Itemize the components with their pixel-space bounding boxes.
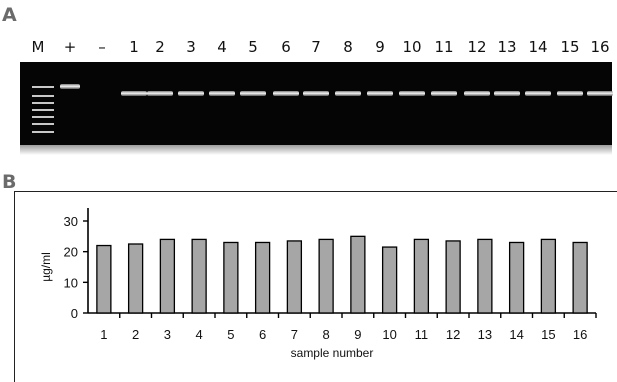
gel-band — [494, 91, 520, 96]
lane-label: 13 — [497, 38, 517, 56]
gel-band — [525, 91, 551, 96]
ladder-band — [32, 86, 54, 88]
gel-image — [20, 62, 613, 145]
x-tick-label: 7 — [291, 327, 298, 342]
x-tick-label: 10 — [382, 327, 396, 342]
bar — [318, 238, 334, 314]
gel-band — [367, 91, 393, 96]
lane-label: 6 — [281, 38, 291, 56]
bar — [159, 238, 176, 314]
lane-label: 16 — [590, 38, 610, 56]
x-tick-label: 9 — [354, 327, 361, 342]
bar — [350, 235, 366, 314]
gel-band — [60, 84, 80, 89]
bar — [540, 238, 557, 314]
x-tick-label: 13 — [478, 327, 492, 342]
y-tick-label: 10 — [64, 275, 78, 290]
x-tick-label: 16 — [573, 327, 587, 342]
bar — [191, 238, 207, 314]
gel-band — [240, 91, 266, 96]
bar — [223, 241, 239, 314]
x-tick-label: 6 — [259, 327, 266, 342]
gel-lane-header: M + –1 2 3 4 5 6 7 8 9 10 11 12 13 14 15 16 — [20, 32, 612, 62]
gel-band — [557, 91, 583, 96]
ladder-band — [32, 131, 54, 133]
lane-label: 3 — [186, 38, 196, 56]
lane-label: 11 — [434, 38, 454, 56]
bar — [127, 243, 144, 314]
gel-band — [273, 91, 299, 96]
lane-label: 12 — [467, 38, 487, 56]
gel-band — [335, 91, 361, 96]
gel-band — [399, 91, 425, 96]
ladder-band — [32, 116, 54, 118]
bar — [477, 238, 493, 314]
y-axis-title: µg/ml — [39, 252, 53, 282]
x-tick-label: 5 — [227, 327, 234, 342]
x-tick-label: 15 — [541, 327, 555, 342]
bar — [508, 241, 525, 314]
x-tick-label: 8 — [323, 327, 330, 342]
lane-label: 5 — [248, 38, 258, 56]
bar — [96, 244, 112, 314]
gel-band — [464, 91, 490, 96]
lane-label: M — [31, 38, 45, 56]
bar — [572, 241, 588, 314]
gel-shadow — [20, 145, 612, 155]
x-tick-label: 4 — [196, 327, 203, 342]
x-tick-label: 11 — [415, 327, 429, 342]
x-tick-label: 3 — [164, 327, 171, 342]
lane-label: + — [63, 38, 77, 56]
x-tick-label: 14 — [509, 327, 523, 342]
gel-band — [147, 91, 173, 96]
ladder-band — [32, 95, 54, 97]
bar — [381, 246, 398, 314]
panel-b-letter: B — [2, 171, 17, 193]
lane-label: 8 — [343, 38, 353, 56]
x-tick-label: 2 — [132, 327, 139, 342]
ladder-band — [32, 123, 54, 125]
lane-label: 1 — [129, 38, 139, 56]
ladder-band — [32, 102, 54, 104]
lane-label: – — [98, 38, 106, 56]
x-tick-label: 1 — [100, 327, 107, 342]
lane-label: 14 — [528, 38, 548, 56]
lane-label: 7 — [311, 38, 321, 56]
gel-band — [209, 91, 235, 96]
y-tick-label: 20 — [64, 245, 78, 260]
gel-band — [121, 91, 147, 96]
gel-band — [587, 91, 613, 96]
gel-band — [178, 91, 204, 96]
y-tick-label: 30 — [64, 214, 78, 229]
bar — [445, 240, 461, 314]
chart-frame — [14, 191, 617, 382]
x-tick-label: 12 — [446, 327, 460, 342]
bar — [413, 238, 430, 314]
lane-label: 4 — [217, 38, 227, 56]
gel-band — [431, 91, 457, 96]
gel-band — [303, 91, 329, 96]
x-axis-title: sample number — [291, 346, 374, 360]
lane-label: 15 — [560, 38, 580, 56]
lane-label: 10 — [402, 38, 422, 56]
ladder-band — [32, 109, 54, 111]
bar — [254, 241, 271, 314]
bar — [286, 240, 303, 314]
panel-a-letter: A — [2, 4, 17, 26]
y-tick-label: 0 — [71, 306, 78, 321]
lane-label: 9 — [375, 38, 385, 56]
lane-label: 2 — [155, 38, 165, 56]
